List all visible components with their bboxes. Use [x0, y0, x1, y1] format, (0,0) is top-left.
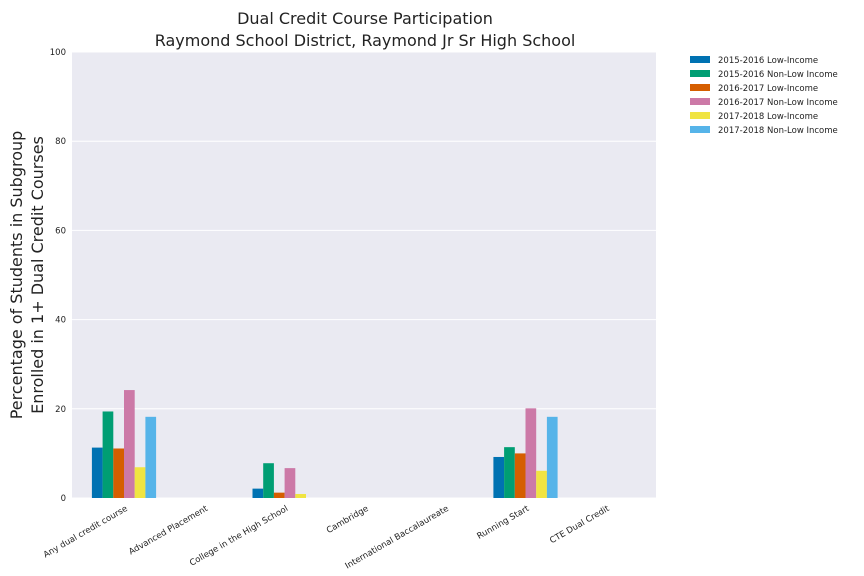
bar [546, 416, 558, 498]
y-tick-label: 40 [55, 316, 66, 326]
legend-swatch [690, 126, 710, 133]
bar [113, 448, 124, 498]
y-tick-label: 100 [50, 48, 66, 58]
chart-title: Dual Credit Course Participation [237, 9, 493, 28]
bar [91, 447, 103, 498]
bar [504, 447, 515, 498]
bar [252, 488, 264, 498]
legend-label: 2016-2017 Low-Income [718, 84, 818, 94]
chart-subtitle: Raymond School District, Raymond Jr Sr H… [155, 31, 576, 50]
bar [273, 492, 285, 498]
bar [295, 493, 306, 498]
legend: 2015-2016 Low-Income 2015-2016 Non-Low In… [690, 56, 838, 136]
bar [124, 390, 135, 498]
legend-swatch [690, 70, 710, 77]
bar [514, 453, 526, 498]
y-axis-label-line2: Enrolled in 1+ Dual Credit Courses [28, 136, 47, 414]
plot-area [72, 52, 656, 498]
bar [536, 470, 547, 498]
legend-swatch [690, 56, 710, 63]
y-axis-label-line1: Percentage of Students in Subgroup [7, 131, 26, 420]
y-tick-label: 0 [61, 494, 66, 504]
x-tick-label: Running Start [476, 504, 532, 542]
bar [263, 463, 274, 498]
grid-lines [72, 51, 656, 499]
bar [145, 416, 157, 498]
bar [525, 408, 537, 498]
legend-swatch [690, 112, 710, 119]
bar [102, 411, 114, 498]
x-tick-label: Any dual credit course [42, 504, 130, 560]
bar [284, 468, 296, 498]
legend-label: 2017-2018 Low-Income [718, 112, 818, 122]
x-tick-label: Cambridge [325, 504, 370, 536]
bar [134, 467, 146, 498]
legend-label: 2015-2016 Non-Low Income [718, 70, 838, 80]
legend-label: 2015-2016 Low-Income [718, 56, 818, 66]
x-tick-label: CTE Dual Credit [548, 504, 612, 546]
legend-swatch [690, 98, 710, 105]
y-axis-ticks: 0 20 40 60 80 100 [50, 48, 66, 504]
y-tick-label: 80 [55, 137, 66, 147]
x-tick-label: Advanced Placement [127, 504, 210, 558]
y-axis-label: Percentage of Students in Subgroup Enrol… [7, 131, 47, 420]
bar [493, 456, 505, 498]
y-tick-label: 20 [55, 405, 66, 415]
legend-label: 2016-2017 Non-Low Income [718, 98, 838, 108]
y-tick-label: 60 [55, 226, 66, 236]
legend-label: 2017-2018 Non-Low Income [718, 126, 838, 136]
bars [91, 390, 558, 498]
legend-swatch [690, 84, 710, 91]
